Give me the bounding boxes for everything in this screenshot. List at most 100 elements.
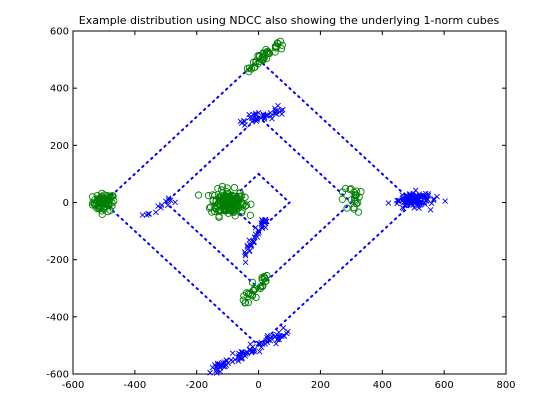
data-point	[242, 251, 249, 257]
x-tick-label: 200	[311, 380, 330, 391]
data-point	[246, 237, 253, 244]
data-point	[223, 184, 231, 192]
data-point	[273, 340, 279, 347]
data-point	[213, 367, 220, 374]
data-point	[254, 116, 260, 123]
data-point	[351, 191, 360, 200]
y-tick-label: -400	[46, 312, 69, 323]
data-point	[350, 205, 358, 213]
data-point	[260, 272, 268, 281]
x-tick-label: -600	[62, 380, 85, 391]
data-point	[172, 199, 178, 206]
data-point	[251, 238, 257, 245]
data-point	[247, 200, 255, 208]
data-point	[212, 197, 220, 205]
x-tick-label: 0	[255, 380, 261, 391]
data-point	[272, 44, 280, 52]
data-point	[410, 197, 417, 203]
x-tick-label: 600	[435, 380, 454, 391]
cube-2	[226, 172, 291, 233]
data-point	[279, 333, 285, 340]
y-tick-label: -600	[46, 370, 69, 381]
data-point	[153, 209, 159, 216]
data-point	[252, 293, 260, 302]
data-point	[158, 205, 164, 211]
data-point	[222, 197, 230, 205]
data-point	[417, 193, 424, 199]
data-point	[242, 122, 248, 128]
data-point	[214, 184, 222, 193]
data-point	[415, 202, 422, 209]
data-point	[209, 364, 216, 371]
data-point	[217, 193, 225, 202]
data-point	[241, 193, 249, 201]
data-point	[165, 197, 172, 204]
data-point	[256, 348, 263, 355]
data-point	[279, 106, 286, 113]
data-point	[272, 105, 278, 112]
data-point	[165, 202, 171, 209]
data-point	[250, 111, 257, 118]
y-tick-label: 0	[63, 198, 69, 209]
data-point	[108, 199, 116, 207]
x-axis: -600 -400 -200 0 200 400 600 800	[62, 31, 516, 391]
data-point	[204, 191, 213, 200]
data-point	[422, 197, 429, 204]
data-point	[352, 187, 361, 195]
data-point	[347, 196, 355, 204]
data-point	[255, 227, 262, 234]
data-point	[273, 39, 282, 47]
data-point	[95, 204, 103, 212]
data-point	[251, 348, 258, 354]
data-point	[442, 198, 448, 204]
data-point	[211, 203, 219, 212]
x-tick-label: 400	[373, 380, 392, 391]
data-point	[208, 191, 217, 199]
data-point	[400, 205, 407, 212]
data-point	[220, 363, 227, 370]
data-point	[146, 211, 152, 217]
data-point	[338, 195, 346, 203]
data-point	[237, 192, 246, 200]
data-point	[408, 193, 415, 199]
data-point	[272, 107, 279, 114]
data-point	[239, 201, 247, 209]
data-point	[242, 252, 249, 259]
data-point	[100, 191, 109, 199]
data-point	[281, 333, 288, 339]
data-point	[276, 108, 283, 115]
data-point	[256, 229, 262, 235]
y-tick-label: 600	[50, 27, 69, 38]
data-point	[285, 328, 291, 335]
data-point	[258, 339, 265, 346]
x-tick-label: -400	[124, 380, 147, 391]
data-point	[234, 196, 242, 204]
data-point	[155, 203, 161, 210]
data-point	[238, 120, 245, 127]
data-point	[404, 200, 410, 207]
data-point	[434, 193, 440, 200]
data-point	[248, 242, 255, 249]
data-point	[230, 203, 238, 212]
data-point	[399, 192, 406, 198]
data-point	[250, 286, 258, 294]
data-point	[274, 331, 280, 338]
data-point	[416, 196, 422, 203]
data-point	[357, 188, 365, 196]
data-point	[394, 200, 400, 207]
y-tick-label: 400	[50, 84, 69, 95]
y-tick-label: 200	[50, 141, 69, 152]
data-point	[235, 358, 242, 364]
data-point	[244, 349, 250, 355]
x-tick-label: -200	[185, 380, 208, 391]
chart-title: Example distribution using NDCC also sho…	[79, 14, 500, 27]
data-point	[343, 204, 351, 212]
data-point	[230, 183, 239, 192]
data-point	[229, 350, 236, 357]
data-point	[105, 199, 113, 208]
y-axis: -600 -400 -200 0 200 400 600	[46, 27, 506, 381]
data-point	[209, 196, 217, 204]
data-point	[220, 204, 229, 213]
data-point	[246, 211, 255, 219]
